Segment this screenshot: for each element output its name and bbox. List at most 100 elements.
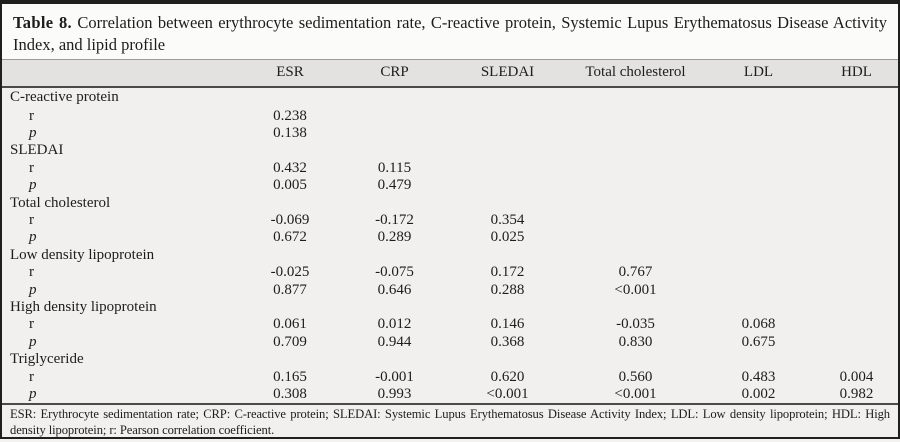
- cell: [446, 160, 569, 177]
- cell: [702, 264, 815, 281]
- row-label-p: p: [29, 177, 37, 194]
- column-header-sledai: SLEDAI: [480, 64, 535, 81]
- section-label: Low density lipoprotein: [10, 246, 155, 263]
- column-header-total-cholesterol: Total cholesterol: [585, 64, 686, 81]
- cell: -0.001: [375, 368, 414, 385]
- cell: [815, 177, 898, 194]
- row-label-p: p: [29, 229, 37, 246]
- cell: -0.035: [616, 316, 655, 333]
- table-row-r: r 0.432 0.115: [2, 160, 898, 177]
- cell: 0.620: [490, 368, 525, 385]
- cell: 0.308: [273, 385, 307, 402]
- table-row-p: p 0.138: [2, 125, 898, 142]
- row-label-r: r: [29, 316, 34, 333]
- table-row-r: r 0.165 -0.001 0.620 0.560 0.483 0.004: [2, 368, 898, 385]
- cell: [569, 125, 702, 142]
- table-row-section: SLEDAI: [2, 142, 898, 159]
- cell: 0.165: [273, 368, 307, 385]
- cell: 0.068: [741, 316, 776, 333]
- row-label-r: r: [29, 264, 34, 281]
- cell: 0.288: [490, 281, 525, 298]
- cell: 0.767: [618, 264, 653, 281]
- cell: 0.061: [273, 316, 307, 333]
- table-row-p: p 0.005 0.479: [2, 177, 898, 194]
- cell: 0.432: [273, 159, 307, 176]
- cell: 0.944: [377, 333, 412, 350]
- cell: [446, 177, 569, 194]
- cell: [815, 316, 898, 333]
- cell: 0.982: [839, 385, 874, 402]
- cell: 0.289: [377, 229, 412, 246]
- table-row-p: p 0.709 0.944 0.368 0.830 0.675: [2, 334, 898, 351]
- cell: [815, 281, 898, 298]
- cell: [569, 108, 702, 125]
- cell: [702, 160, 815, 177]
- table-row-section: High density lipoprotein: [2, 299, 898, 316]
- cell: 0.560: [618, 368, 653, 385]
- section-label: Triglyceride: [10, 351, 84, 368]
- cell: -0.025: [270, 264, 310, 281]
- row-label-r: r: [29, 368, 34, 385]
- cell: [446, 125, 569, 142]
- cell: 0.675: [741, 333, 776, 350]
- table-row-section: Total cholesterol: [2, 194, 898, 211]
- table-row-r: r -0.025 -0.075 0.172 0.767: [2, 264, 898, 281]
- column-header-hdl: HDL: [841, 64, 872, 81]
- table-row-section: Triglyceride: [2, 351, 898, 368]
- cell: 0.138: [273, 125, 307, 142]
- section-label: SLEDAI: [10, 142, 64, 159]
- cell: 0.993: [377, 385, 412, 402]
- cell: [702, 125, 815, 142]
- table-footnote: ESR: Erythrocyte sedimentation rate; CRP…: [2, 403, 898, 437]
- cell: 0.479: [377, 177, 412, 194]
- cell: [815, 264, 898, 281]
- cell: 0.025: [490, 229, 525, 246]
- cell: [815, 229, 898, 246]
- cell: -0.172: [375, 212, 414, 229]
- cell: 0.483: [741, 368, 776, 385]
- cell: 0.004: [839, 368, 874, 385]
- row-label-p: p: [29, 385, 37, 402]
- row-label-p: p: [29, 281, 37, 298]
- section-label: High density lipoprotein: [10, 298, 157, 315]
- cell: 0.672: [273, 229, 307, 246]
- cell: 0.005: [273, 177, 307, 194]
- cell: [702, 212, 815, 229]
- cell: 0.172: [490, 264, 525, 281]
- column-header-empty: [2, 60, 237, 87]
- column-header-esr: ESR: [276, 64, 304, 81]
- row-label-r: r: [29, 159, 34, 176]
- section-label: C-reactive protein: [10, 89, 119, 105]
- column-header-crp: CRP: [380, 64, 409, 81]
- table-row-section: Low density lipoprotein: [2, 247, 898, 264]
- cell: [569, 229, 702, 246]
- row-label-r: r: [29, 212, 34, 229]
- cell: [815, 334, 898, 351]
- table-row-r: r 0.238: [2, 108, 898, 125]
- cell: 0.238: [273, 107, 307, 124]
- table-row-p: p 0.877 0.646 0.288 <0.001: [2, 281, 898, 298]
- table-row-p: p 0.308 0.993 <0.001 <0.001 0.002 0.982: [2, 386, 898, 403]
- cell: 0.002: [741, 385, 776, 402]
- cell: [569, 177, 702, 194]
- cell: [446, 108, 569, 125]
- table-row-r: r 0.061 0.012 0.146 -0.035 0.068: [2, 316, 898, 333]
- cell: 0.146: [490, 316, 525, 333]
- cell: [815, 160, 898, 177]
- cell: [702, 229, 815, 246]
- row-label-p: p: [29, 333, 37, 350]
- table-row-p: p 0.672 0.289 0.025: [2, 229, 898, 246]
- cell: 0.877: [273, 281, 307, 298]
- cell: [702, 108, 815, 125]
- row-label-p: p: [29, 125, 37, 142]
- cell: <0.001: [614, 385, 657, 402]
- table-row-r: r -0.069 -0.172 0.354: [2, 212, 898, 229]
- cell: [569, 212, 702, 229]
- cell: [343, 125, 446, 142]
- correlation-table: ESR CRP SLEDAI Total cholesterol LDL HDL…: [2, 59, 898, 403]
- cell: <0.001: [614, 281, 657, 298]
- cell: 0.368: [490, 333, 525, 350]
- cell: [343, 108, 446, 125]
- cell: [702, 177, 815, 194]
